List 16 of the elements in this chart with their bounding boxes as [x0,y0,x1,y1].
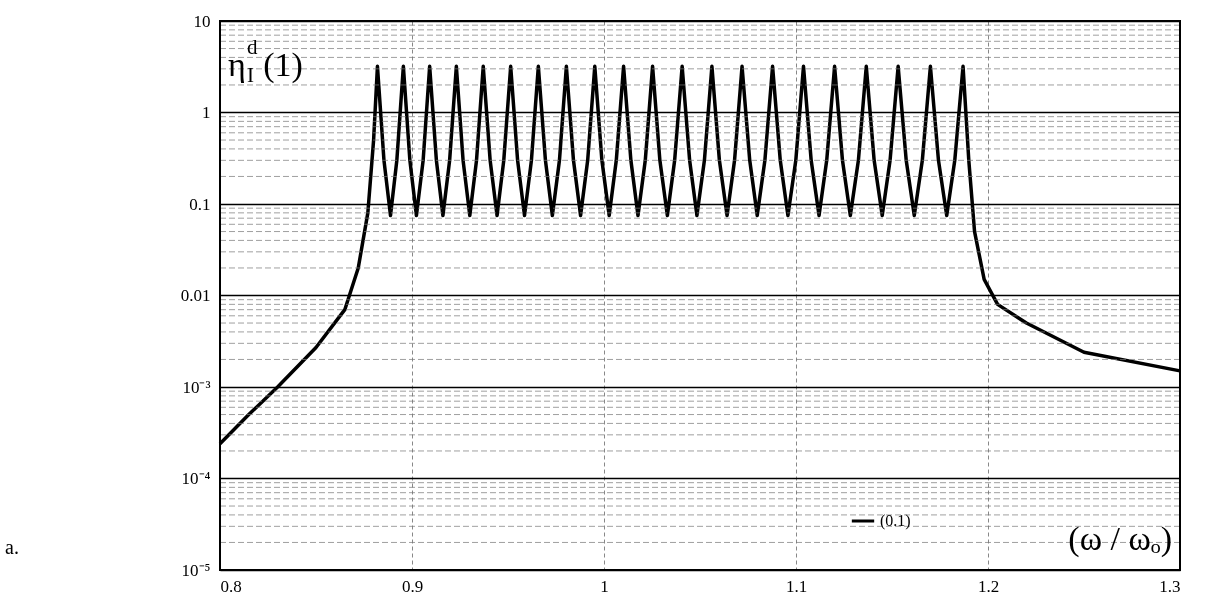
y-tick-label: 1 [202,103,211,122]
x-tick-label: 0.9 [401,576,424,596]
x-tick-label: 1.2 [977,576,1000,596]
y-tick-label: 10⁻⁴ [181,469,211,488]
y-tick-label: 10 [193,11,211,31]
x-tick-label: 0.8 [220,576,242,596]
x-tick-label: 1.3 [1159,576,1181,596]
text: a. [5,536,19,558]
legend-label: (0.1) [880,512,911,530]
x-tick-label: 1 [600,576,609,596]
y-tick-label: 10⁻³ [182,377,211,397]
y-tick-label: 0.01 [180,286,211,305]
y-tick-label: 0.1 [189,194,211,214]
x-tick-label: 1.1 [785,576,808,596]
x-axis-title: (ω / ωₒ) [1068,520,1172,558]
y-tick-label: 10⁻⁵ [181,560,211,580]
